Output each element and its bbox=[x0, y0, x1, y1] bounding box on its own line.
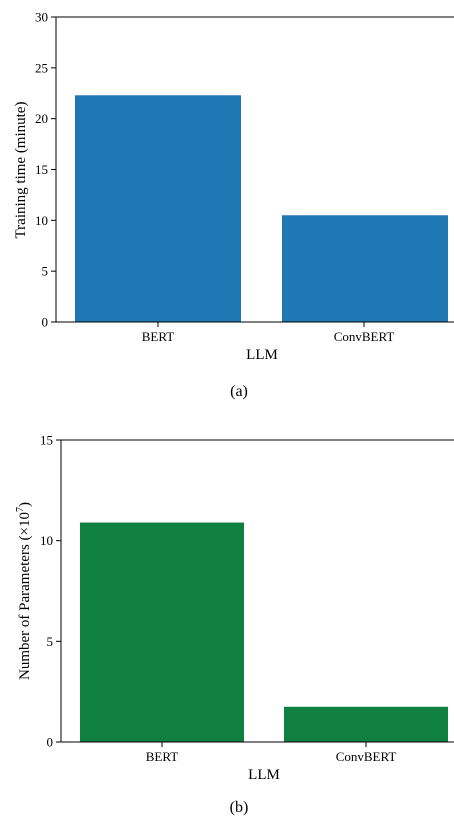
y-tick-label: 10 bbox=[35, 213, 48, 228]
y-axis-title-close: ) bbox=[17, 502, 33, 507]
chart-training-time: 0 5 10 15 20 25 30 BERT ConvBERT LLM Training t… bbox=[13, 10, 454, 400]
y-tick-label: 5 bbox=[42, 264, 49, 279]
y-tick-label: 20 bbox=[35, 111, 48, 126]
bar-bert bbox=[80, 522, 244, 742]
y-axis-title: Training time (minute) bbox=[13, 102, 29, 239]
y-tick-label: 15 bbox=[35, 162, 48, 177]
caption-b: (b) bbox=[230, 799, 249, 816]
bar-convbert bbox=[282, 215, 448, 322]
x-tick-label: BERT bbox=[142, 329, 175, 344]
y-tick-label: 10 bbox=[40, 533, 53, 548]
y-tick-label: 0 bbox=[42, 315, 49, 330]
x-axis-title: LLM bbox=[248, 767, 280, 783]
y-tick-label: 15 bbox=[40, 433, 53, 448]
x-axis-title: LLM bbox=[246, 347, 278, 363]
y-axis-title-exponent: 7 bbox=[15, 507, 26, 512]
x-tick-label: ConvBERT bbox=[334, 329, 395, 344]
bar-bert bbox=[75, 95, 241, 323]
x-tick-label: BERT bbox=[146, 749, 179, 764]
y-tick-label: 5 bbox=[47, 634, 54, 649]
caption-a: (a) bbox=[230, 383, 248, 400]
y-tick-label: 25 bbox=[35, 60, 48, 75]
chart-parameters: 0 5 10 15 BERT ConvBERT LLM Number of Parame… bbox=[15, 433, 454, 816]
x-tick-label: ConvBERT bbox=[336, 749, 397, 764]
bar-convbert bbox=[284, 706, 448, 742]
y-tick-label: 0 bbox=[47, 735, 54, 750]
y-axis-title-main: Number of Parameters (×10 bbox=[17, 512, 33, 680]
y-axis-title: Number of Parameters (×107) bbox=[15, 502, 33, 680]
y-tick-label: 30 bbox=[35, 10, 48, 25]
